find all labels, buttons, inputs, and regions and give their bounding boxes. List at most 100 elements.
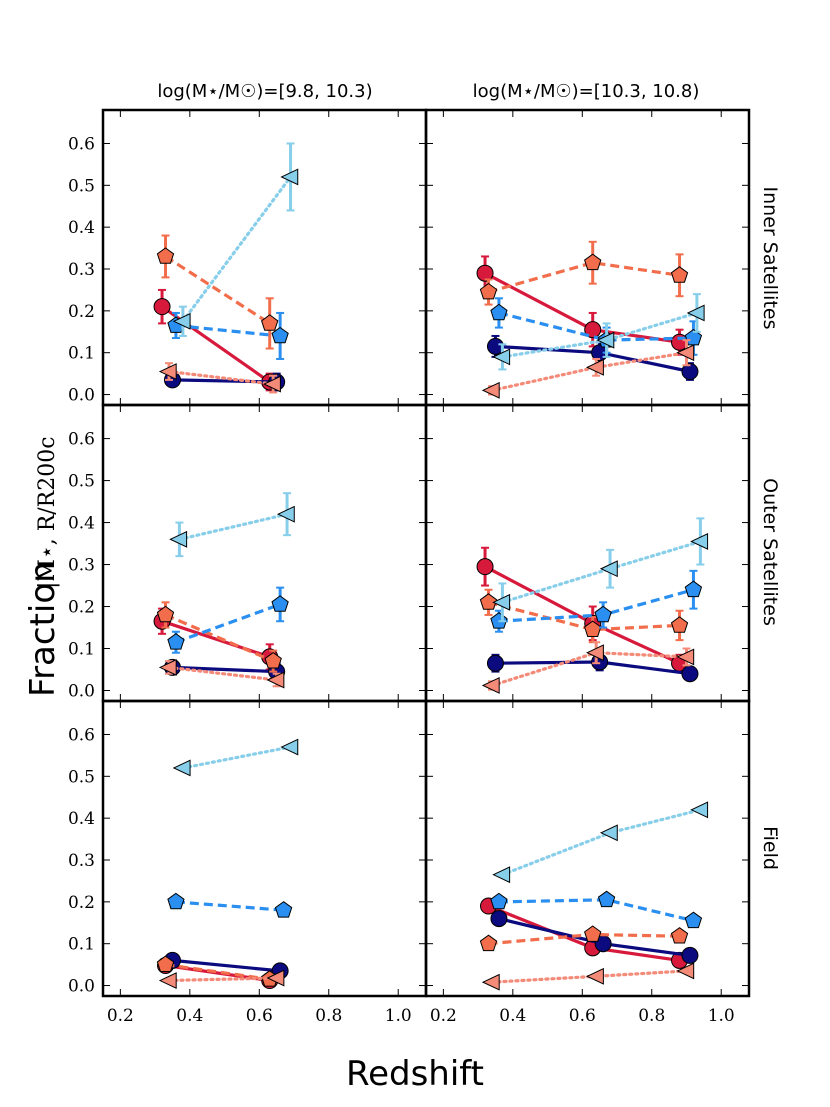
series-line bbox=[167, 665, 279, 682]
data-point-pentagon bbox=[490, 303, 508, 321]
series-sky-triangle-dotted bbox=[172, 738, 299, 777]
data-point-triangle bbox=[586, 644, 604, 662]
series-salmon-pentagon-dashed bbox=[156, 234, 279, 350]
panel-frame bbox=[424, 699, 751, 998]
series-sky-triangle-dotted bbox=[492, 293, 705, 371]
y-tick-label: 0.6 bbox=[68, 725, 95, 745]
panel-frame bbox=[101, 699, 428, 998]
panel-frame bbox=[101, 108, 428, 407]
series-line bbox=[490, 351, 689, 392]
series-line bbox=[165, 963, 270, 981]
series-line bbox=[488, 600, 680, 632]
series-sky-triangle-dotted bbox=[492, 801, 709, 884]
data-point-triangle bbox=[172, 312, 191, 330]
y-tick-label: 0.0 bbox=[68, 386, 95, 406]
data-point-pentagon bbox=[670, 927, 689, 944]
data-point-pentagon bbox=[594, 605, 612, 623]
series-line bbox=[161, 619, 271, 659]
data-point-pentagon bbox=[479, 282, 498, 300]
series-line bbox=[498, 898, 694, 923]
data-point-triangle bbox=[686, 304, 705, 322]
y-tick-label: 0.1 bbox=[68, 935, 95, 955]
data-point-triangle bbox=[280, 738, 299, 756]
data-point-triangle bbox=[481, 381, 500, 399]
data-point-pentagon bbox=[156, 955, 175, 972]
data-point-circle bbox=[584, 321, 602, 339]
data-point-triangle bbox=[599, 560, 618, 578]
panel-r1-c0: 0.0 0.1 0.2 0.3 0.4 0.5 0.6 bbox=[68, 403, 428, 703]
data-point-pentagon bbox=[597, 890, 616, 908]
data-point-triangle bbox=[158, 972, 177, 989]
data-point-triangle bbox=[169, 530, 188, 548]
y-axis-title-group: Fraction |M⋆, R/R200c bbox=[23, 436, 63, 697]
data-point-pentagon bbox=[271, 595, 289, 612]
series-line bbox=[181, 175, 293, 323]
data-point-triangle bbox=[172, 759, 191, 777]
y-tick-label: 0.4 bbox=[68, 514, 95, 534]
y-tick-label: 0.2 bbox=[68, 302, 95, 322]
series-line bbox=[181, 745, 293, 770]
y-tick-label: 0.4 bbox=[68, 809, 95, 829]
y-tick-label: 0.3 bbox=[68, 556, 95, 576]
series-lightsalmon-triangle-dotted bbox=[158, 969, 285, 989]
series-line bbox=[500, 808, 703, 877]
data-point-pentagon bbox=[167, 633, 185, 650]
data-point-triangle bbox=[481, 973, 500, 991]
data-point-triangle bbox=[492, 348, 511, 366]
data-point-circle bbox=[153, 298, 171, 316]
x-tick-label: 0.6 bbox=[246, 1006, 273, 1026]
data-point-pentagon bbox=[684, 911, 703, 929]
data-point-triangle bbox=[266, 969, 285, 987]
column-title-right: log(M⋆/M☉)=[10.3, 10.8) bbox=[473, 81, 700, 102]
data-point-triangle bbox=[158, 658, 177, 676]
data-point-pentagon bbox=[584, 620, 602, 637]
x-tick-label: 0.8 bbox=[315, 1006, 342, 1026]
series-lightsalmon-triangle-dotted bbox=[158, 658, 285, 689]
y-tick-label: 0.4 bbox=[68, 218, 95, 238]
data-point-pentagon bbox=[584, 253, 602, 271]
series-line bbox=[488, 261, 680, 294]
series-lightsalmon-triangle-dotted bbox=[481, 962, 695, 991]
series-salmon-pentagon-dashed bbox=[479, 588, 689, 644]
data-point-pentagon bbox=[490, 892, 508, 910]
series-line bbox=[172, 665, 277, 674]
series-blue-pentagon-dashed bbox=[167, 892, 293, 918]
data-point-circle bbox=[486, 654, 504, 672]
data-point-triangle bbox=[280, 168, 299, 186]
y-tick-label: 0.5 bbox=[68, 472, 95, 492]
data-point-pentagon bbox=[670, 266, 689, 283]
series-salmon-pentagon-dashed bbox=[479, 925, 689, 952]
data-point-pentagon bbox=[264, 651, 282, 669]
x-tick-label: 0.6 bbox=[569, 1006, 596, 1026]
series-line bbox=[175, 900, 284, 912]
data-point-pentagon bbox=[479, 593, 498, 610]
data-point-triangle bbox=[690, 533, 709, 550]
series-red-circle-solid bbox=[480, 897, 689, 969]
series-line bbox=[175, 602, 281, 644]
data-point-triangle bbox=[481, 677, 500, 694]
series-line bbox=[167, 976, 279, 983]
y-tick-label: 0.5 bbox=[68, 767, 95, 787]
row-label-field: Field bbox=[759, 826, 781, 870]
data-point-triangle bbox=[276, 505, 295, 523]
x-tick-label: 0.2 bbox=[107, 1006, 134, 1026]
series-navy-circle-solid bbox=[490, 910, 699, 964]
data-point-triangle bbox=[158, 363, 177, 380]
data-point-triangle bbox=[492, 593, 511, 611]
data-point-triangle bbox=[690, 801, 709, 819]
y-tick-label: 0.0 bbox=[68, 977, 95, 997]
x-tick-label: 0.8 bbox=[638, 1006, 665, 1026]
series-blue-pentagon-dashed bbox=[167, 586, 289, 654]
column-title-left: log(M⋆/M☉)=[9.8, 10.3) bbox=[157, 81, 372, 102]
panel-r1-c1 bbox=[424, 403, 751, 703]
y-tick-label: 0.3 bbox=[68, 851, 95, 871]
series-line bbox=[177, 512, 289, 542]
x-tick-label: 1.0 bbox=[708, 1006, 735, 1026]
panel-r0-c1 bbox=[424, 108, 751, 407]
series-line bbox=[484, 271, 680, 344]
data-point-pentagon bbox=[684, 580, 703, 598]
y-tick-label: 0.2 bbox=[68, 893, 95, 913]
series-line bbox=[161, 305, 271, 384]
series-line bbox=[500, 539, 703, 604]
series-line bbox=[172, 958, 281, 973]
